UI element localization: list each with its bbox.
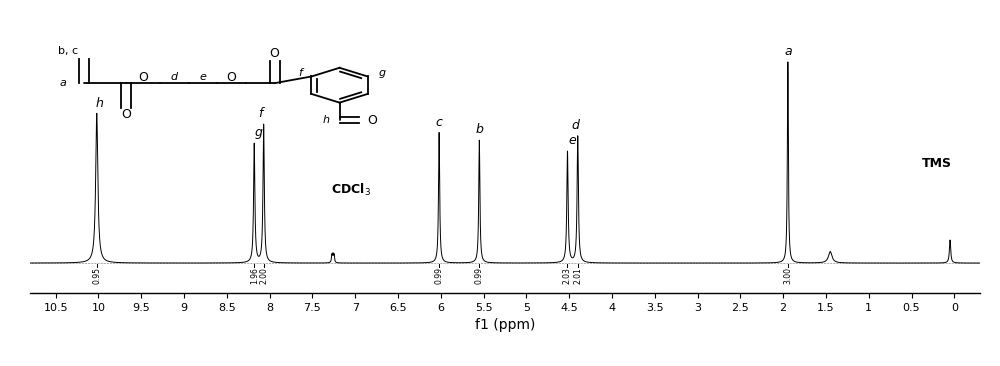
Text: 2.01: 2.01 — [573, 267, 582, 284]
Text: 0.99: 0.99 — [435, 267, 444, 284]
Text: e: e — [568, 134, 576, 147]
Text: e: e — [200, 72, 206, 82]
Text: f: f — [298, 68, 302, 78]
Text: 2.03: 2.03 — [563, 267, 572, 284]
Text: O: O — [227, 71, 237, 83]
Text: a: a — [59, 78, 66, 88]
Text: h: h — [96, 97, 104, 109]
Text: c: c — [436, 116, 443, 129]
Text: O: O — [270, 47, 280, 60]
Text: 0.95: 0.95 — [92, 267, 101, 284]
Text: 3.00: 3.00 — [783, 267, 792, 284]
Text: O: O — [138, 71, 148, 83]
Text: O: O — [367, 113, 377, 127]
Text: h: h — [323, 115, 330, 125]
Text: 0.99: 0.99 — [475, 267, 484, 284]
X-axis label: f1 (ppm): f1 (ppm) — [475, 318, 535, 332]
Text: CDCl$_3$: CDCl$_3$ — [331, 182, 371, 198]
Text: a: a — [784, 45, 792, 58]
Text: O: O — [121, 108, 131, 122]
Text: g: g — [255, 126, 263, 139]
Text: f: f — [258, 107, 262, 120]
Text: b, c: b, c — [58, 46, 79, 56]
Text: d: d — [572, 119, 580, 132]
Text: TMS: TMS — [922, 157, 952, 170]
Text: d: d — [171, 72, 178, 82]
Text: 2.00: 2.00 — [259, 267, 268, 284]
Text: 1.96: 1.96 — [250, 267, 259, 284]
Text: b: b — [475, 123, 483, 137]
Text: g: g — [379, 68, 386, 78]
